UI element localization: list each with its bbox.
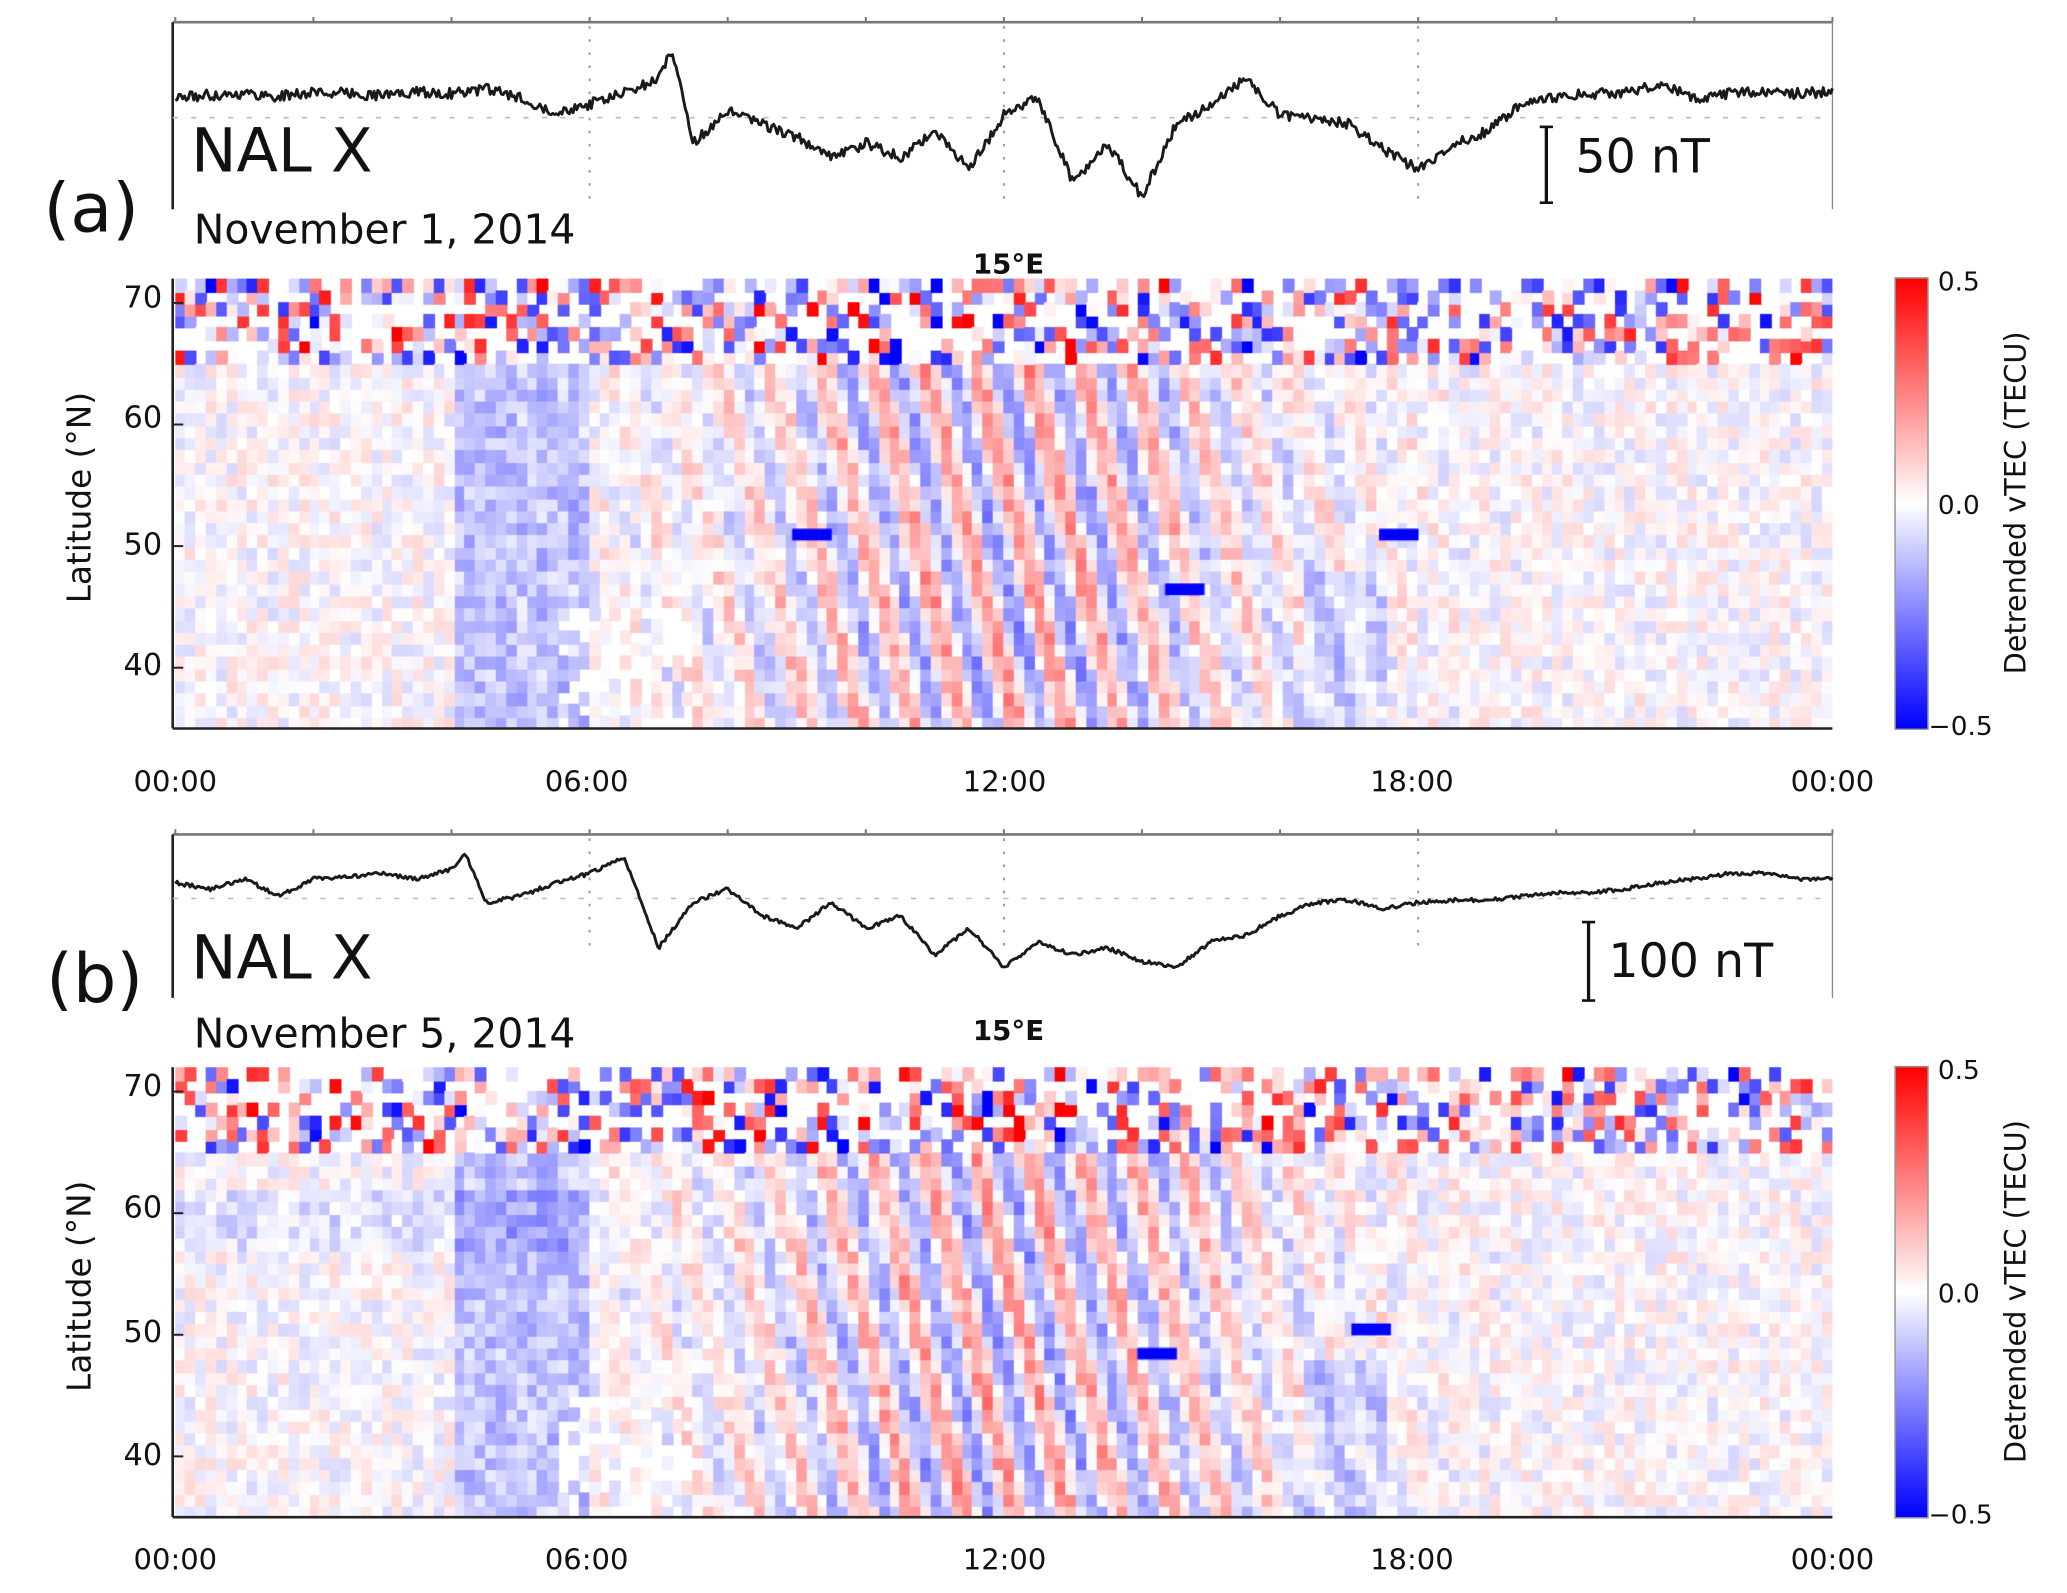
panel-label: (a) bbox=[43, 170, 140, 249]
magnetometer-trace bbox=[174, 852, 1834, 970]
panel-label: (b) bbox=[46, 940, 144, 1019]
tec-heatmap-b bbox=[175, 1067, 1833, 1518]
magnetometer-trace bbox=[174, 53, 1834, 199]
tec-heatmap-a bbox=[175, 278, 1833, 729]
colorbar bbox=[1894, 277, 1929, 730]
colorbar-tick: 0.5 bbox=[1937, 1054, 1980, 1086]
y-tick-label: 50 bbox=[123, 528, 163, 563]
y-tick-label: 60 bbox=[123, 401, 163, 436]
station-label: NAL X bbox=[191, 115, 373, 186]
y-tick-label: 70 bbox=[123, 281, 163, 316]
y-tick-label: 50 bbox=[123, 1315, 163, 1350]
date-label: November 1, 2014 bbox=[193, 206, 576, 254]
x-tick-label: 06:00 bbox=[544, 1544, 629, 1578]
date-label: November 5, 2014 bbox=[193, 1011, 576, 1059]
y-tick-label: 40 bbox=[123, 1438, 163, 1473]
colorbar-tick: 0.0 bbox=[1937, 489, 1980, 521]
scale-bar-label: 50 nT bbox=[1575, 130, 1710, 185]
heatmap-axes-a bbox=[171, 278, 1833, 730]
colorbar-tick: −0.5 bbox=[1928, 1498, 1993, 1531]
x-tick-label: 18:00 bbox=[1370, 1544, 1454, 1578]
x-tick-label: 12:00 bbox=[962, 1544, 1047, 1578]
x-tick-label: 06:00 bbox=[544, 766, 629, 800]
x-tick-label: 00:00 bbox=[1790, 1544, 1875, 1578]
colorbar-title: Detrended vTEC (TECU) bbox=[2000, 1120, 2034, 1464]
y-tick-label: 70 bbox=[123, 1069, 163, 1104]
heatmap-axes-b bbox=[171, 1067, 1833, 1519]
colorbar-tick: −0.5 bbox=[1928, 710, 1993, 742]
y-axis-label: Latitude (°N) bbox=[59, 392, 99, 604]
colorbar-title: Detrended vTEC (TECU) bbox=[2000, 331, 2034, 675]
magnetometer-plot-a bbox=[171, 17, 1834, 210]
y-axis-label: Latitude (°N) bbox=[59, 1180, 99, 1392]
y-tick-label: 40 bbox=[123, 648, 163, 683]
x-tick-label: 00:00 bbox=[133, 766, 218, 800]
colorbar-tick: 0.5 bbox=[1937, 265, 1980, 297]
panel-b: (b) NAL X 100 nT November 5, 2014 15°E 7… bbox=[0, 789, 2067, 1593]
meridian-label: 15°E bbox=[972, 1014, 1045, 1047]
x-tick-label: 00:00 bbox=[133, 1544, 218, 1578]
colorbar-tick: 0.0 bbox=[1937, 1277, 1980, 1310]
colorbar bbox=[1894, 1065, 1929, 1519]
x-tick-label: 00:00 bbox=[1790, 766, 1875, 800]
panel-a: (a) NAL X 50 nT November 1, 2014 15°E 70… bbox=[43, 17, 2034, 800]
station-label: NAL X bbox=[191, 922, 373, 993]
meridian-label: 15°E bbox=[972, 248, 1045, 280]
y-tick-label: 60 bbox=[123, 1191, 163, 1226]
x-tick-label: 12:00 bbox=[962, 766, 1047, 800]
x-tick-label: 18:00 bbox=[1370, 766, 1454, 800]
scale-bar-label: 100 nT bbox=[1608, 935, 1774, 989]
magnetometer-plot-b bbox=[171, 829, 1834, 1002]
